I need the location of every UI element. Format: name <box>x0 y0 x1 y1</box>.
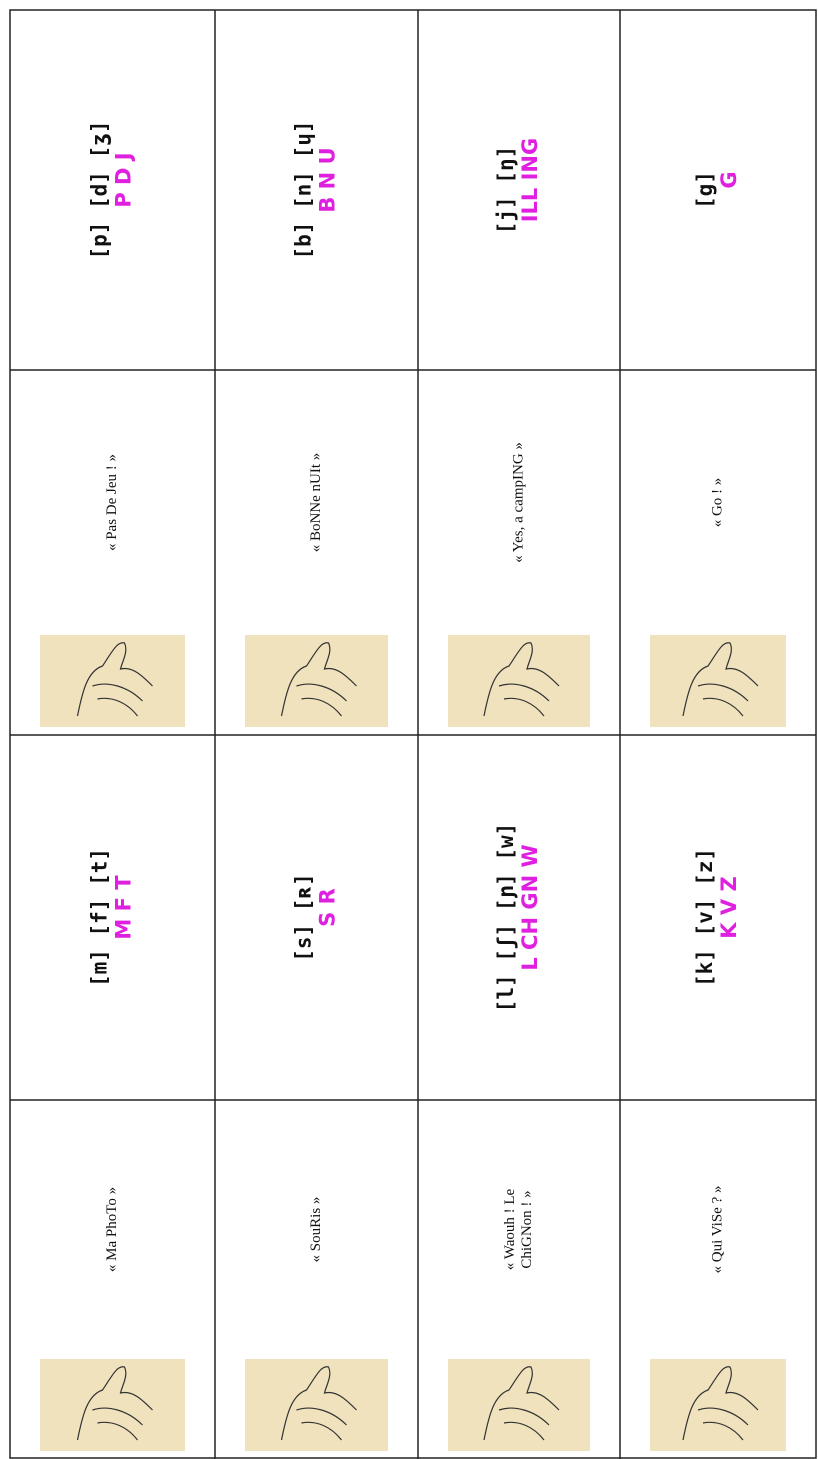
letters: L CH GN W <box>518 844 542 970</box>
phonemes: [j] [ŋ] <box>494 146 518 235</box>
phrase: « Waouh ! Le <box>502 1188 518 1270</box>
hand-drawing <box>280 1366 357 1441</box>
hand-image <box>40 635 185 727</box>
hand-image <box>448 635 590 727</box>
phonemes: [s] [ʀ] <box>292 873 316 962</box>
letters: S R <box>316 888 340 927</box>
letters: G <box>717 171 741 188</box>
phrase: « Go ! » <box>709 478 725 528</box>
phonemes: [k] [v] [z] <box>693 848 717 987</box>
hand-drawing <box>483 1366 560 1441</box>
hand-image <box>650 1359 786 1451</box>
phrase: « Qui ViSe ? » <box>709 1186 725 1274</box>
phrase: « Ma PhoTo » <box>104 1187 120 1272</box>
table-border <box>9 9 817 1459</box>
hand-drawing <box>483 642 560 717</box>
hand-image <box>40 1359 185 1451</box>
phonemes: [l] [ʃ] [ɲ] [w] <box>494 823 518 1013</box>
hand-drawing <box>280 642 357 717</box>
phonemes: [g] <box>693 171 717 209</box>
hand-drawing <box>76 1366 153 1441</box>
letters: M F T <box>112 875 136 940</box>
letters: P D J <box>112 152 136 207</box>
hand-drawing <box>76 642 153 717</box>
phrase: « Yes, a campING » <box>510 442 526 563</box>
phonemes: [m] [f] [t] <box>88 848 112 987</box>
phonemes: [p] [d] [ʒ] <box>88 120 112 259</box>
phrase: ChiGNon ! » <box>519 1190 535 1268</box>
hand-image <box>448 1359 590 1451</box>
letters: K V Z <box>717 876 741 938</box>
hand-image <box>245 635 388 727</box>
phonemes: [b] [n] [ɥ] <box>292 120 316 259</box>
hand-drawing <box>682 1366 759 1441</box>
phrase: « SouRis » <box>308 1197 324 1263</box>
letters: B N U <box>316 147 340 212</box>
hand-drawing <box>682 642 759 717</box>
phrase: « Pas De Jeu ! » <box>104 454 120 551</box>
letters: ILL ING <box>518 138 542 223</box>
hand-image <box>650 635 786 727</box>
hand-image <box>245 1359 388 1451</box>
phrase: « BoNNe nUIt » <box>308 453 324 553</box>
